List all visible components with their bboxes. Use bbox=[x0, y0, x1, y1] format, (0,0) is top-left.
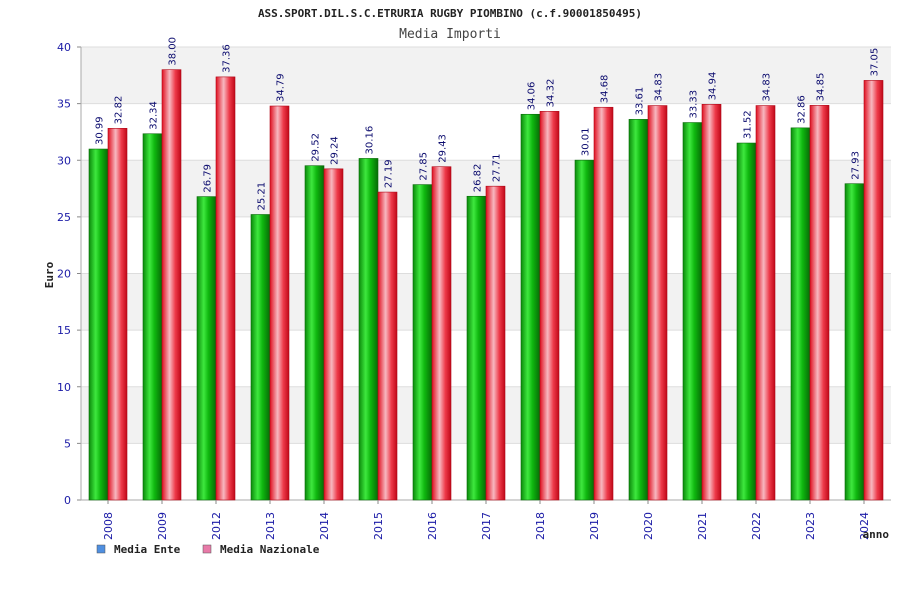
bar-media-nazionale bbox=[701, 104, 722, 501]
bar-value-label: 32.34 bbox=[149, 101, 160, 130]
x-tick-label: 2017 bbox=[480, 512, 493, 540]
bar-media-nazionale bbox=[647, 105, 668, 501]
bar-value-label: 27.19 bbox=[384, 159, 395, 188]
bar-media-nazionale bbox=[377, 191, 398, 501]
bar-media-ente bbox=[304, 165, 325, 501]
x-tick-label: 2022 bbox=[750, 512, 763, 540]
bar-value-label: 37.05 bbox=[870, 48, 881, 77]
bar-value-label: 33.61 bbox=[635, 87, 646, 116]
bar-value-label: 38.00 bbox=[168, 37, 179, 66]
x-tick-label: 2013 bbox=[264, 512, 277, 540]
bar-value-label: 32.82 bbox=[114, 96, 125, 125]
bar-media-nazionale bbox=[107, 128, 128, 501]
bar-value-label: 34.06 bbox=[527, 82, 538, 111]
bar-value-label: 33.33 bbox=[689, 90, 700, 119]
bar-media-nazionale bbox=[539, 111, 560, 501]
bar-value-label: 27.85 bbox=[419, 152, 430, 181]
bar-media-nazionale bbox=[593, 106, 614, 501]
bar-media-ente bbox=[790, 127, 811, 501]
bar-value-label: 31.52 bbox=[743, 110, 754, 139]
legend: Media Ente Media Nazionale bbox=[96, 543, 320, 556]
bars bbox=[88, 69, 884, 501]
bar-media-nazionale bbox=[269, 105, 290, 501]
bar-media-ente bbox=[628, 119, 649, 501]
x-tick-label: 2009 bbox=[156, 512, 169, 540]
chart-subtitle: Media Importi bbox=[399, 27, 501, 42]
legend-swatch-nazionale bbox=[202, 544, 212, 554]
bar-media-ente bbox=[682, 122, 703, 501]
y-tick-label: 10 bbox=[57, 381, 71, 394]
bar-value-label: 29.24 bbox=[330, 136, 341, 165]
bar-media-ente bbox=[142, 133, 163, 501]
bar-media-ente bbox=[88, 148, 109, 501]
bar-value-label: 30.01 bbox=[581, 127, 592, 156]
y-tick-label: 5 bbox=[64, 437, 71, 450]
value-labels: 30.99 32.82 32.34 38.00 26.79 37.36 25.21 34.79… bbox=[95, 37, 881, 210]
bar-media-ente bbox=[844, 183, 865, 501]
bar-media-ente bbox=[736, 142, 757, 501]
bar-value-label: 26.79 bbox=[203, 164, 214, 193]
y-tick-label: 25 bbox=[57, 211, 71, 224]
bar-media-nazionale bbox=[809, 105, 830, 501]
bar-media-nazionale bbox=[161, 69, 182, 501]
x-axis-label: anno bbox=[863, 528, 890, 541]
x-tick-label: 2012 bbox=[210, 512, 223, 540]
bar-value-label: 25.21 bbox=[257, 182, 268, 211]
y-axis-label: Euro bbox=[43, 261, 56, 288]
bar-media-ente bbox=[574, 159, 595, 501]
bar-media-nazionale bbox=[485, 185, 506, 501]
bar-value-label: 37.36 bbox=[222, 44, 233, 73]
bar-media-nazionale bbox=[431, 166, 452, 501]
bar-value-label: 34.32 bbox=[546, 79, 557, 108]
bar-media-nazionale bbox=[215, 76, 236, 501]
bar-value-label: 32.86 bbox=[797, 95, 808, 124]
bar-media-nazionale bbox=[755, 105, 776, 501]
bar-media-nazionale bbox=[323, 168, 344, 501]
bar-media-ente bbox=[520, 113, 541, 501]
x-tick-label: 2023 bbox=[804, 512, 817, 540]
bar-value-label: 30.16 bbox=[365, 126, 376, 155]
x-tick-label: 2008 bbox=[102, 512, 115, 540]
bar-value-label: 34.79 bbox=[276, 73, 287, 102]
y-tick-label: 15 bbox=[57, 324, 71, 337]
bar-value-label: 27.93 bbox=[851, 151, 862, 180]
y-tick-label: 30 bbox=[57, 154, 71, 167]
x-tick-label: 2014 bbox=[318, 512, 331, 540]
bar-media-nazionale bbox=[863, 80, 884, 501]
legend-label-nazionale: Media Nazionale bbox=[220, 543, 320, 556]
x-tick-label: 2019 bbox=[588, 512, 601, 540]
bar-value-label: 34.68 bbox=[600, 75, 611, 104]
bar-value-label: 34.83 bbox=[762, 73, 773, 102]
bar-value-label: 30.99 bbox=[95, 116, 106, 145]
bar-value-label: 34.83 bbox=[654, 73, 665, 102]
x-tick-label: 2016 bbox=[426, 512, 439, 540]
bar-media-ente bbox=[466, 195, 487, 501]
y-tick-label: 20 bbox=[57, 268, 71, 281]
x-axis: 2008 2009 2012 2013 2014 2015 2016 2017 2018 2019… bbox=[102, 500, 871, 540]
y-tick-label: 40 bbox=[57, 41, 71, 54]
y-tick-label: 35 bbox=[57, 98, 71, 111]
bar-media-ente bbox=[412, 184, 433, 501]
x-tick-label: 2018 bbox=[534, 512, 547, 540]
x-tick-label: 2020 bbox=[642, 512, 655, 540]
y-tick-label: 0 bbox=[64, 494, 71, 507]
legend-label-ente: Media Ente bbox=[114, 543, 181, 556]
bar-value-label: 26.82 bbox=[473, 164, 484, 193]
bar-media-ente bbox=[196, 196, 217, 501]
x-tick-label: 2024 bbox=[858, 512, 871, 540]
bar-value-label: 34.94 bbox=[708, 72, 719, 101]
bar-value-label: 29.43 bbox=[438, 134, 449, 163]
bar-value-label: 34.85 bbox=[816, 73, 827, 102]
bar-media-ente bbox=[250, 214, 271, 501]
x-tick-label: 2015 bbox=[372, 512, 385, 540]
legend-swatch-ente bbox=[96, 544, 106, 554]
bar-media-ente bbox=[358, 158, 379, 501]
bar-value-label: 27.71 bbox=[492, 154, 503, 183]
chart-title: ASS.SPORT.DIL.S.C.ETRURIA RUGBY PIOMBINO… bbox=[258, 7, 642, 20]
x-tick-label: 2021 bbox=[696, 512, 709, 540]
bar-value-label: 29.52 bbox=[311, 133, 322, 162]
